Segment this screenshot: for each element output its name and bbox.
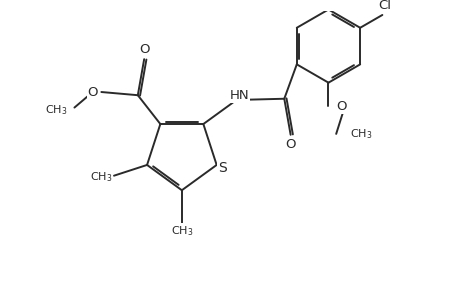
- Text: O: O: [87, 85, 98, 98]
- Text: O: O: [336, 100, 346, 113]
- Text: CH$_3$: CH$_3$: [45, 103, 67, 117]
- Text: S: S: [218, 161, 226, 175]
- Text: O: O: [285, 138, 295, 151]
- Text: O: O: [139, 43, 149, 56]
- Text: CH$_3$: CH$_3$: [90, 171, 112, 184]
- Text: CH$_3$: CH$_3$: [170, 224, 193, 238]
- Text: Cl: Cl: [378, 0, 391, 12]
- Text: HN: HN: [230, 89, 249, 102]
- Text: CH$_3$: CH$_3$: [349, 127, 371, 141]
